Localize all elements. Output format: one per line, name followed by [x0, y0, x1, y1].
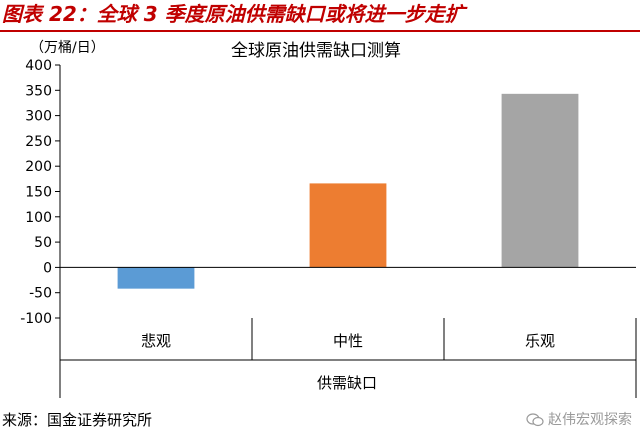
y-tick-label: 200: [25, 159, 52, 175]
bar-chart: （万桶/日） 全球原油供需缺口测算 -100 -50 0 50 100 150 200 250…: [20, 40, 637, 398]
chart-title: 全球原油供需缺口测算: [231, 41, 401, 61]
x-axis-label: 供需缺口: [317, 374, 377, 392]
bars: [117, 93, 579, 289]
y-tick-label: -50: [29, 286, 52, 302]
title-rule: [0, 30, 640, 32]
watermark: 赵伟宏观探索: [526, 406, 632, 434]
y-tick-label: 350: [25, 83, 52, 99]
x-tick-label: 乐观: [525, 332, 555, 350]
y-tick-label: 400: [25, 58, 52, 74]
watermark-text: 赵伟宏观探索: [548, 412, 632, 428]
y-tick-label: 250: [25, 134, 52, 150]
source-note: 来源：国金证券研究所: [2, 411, 153, 429]
y-tick-label: 50: [34, 235, 52, 251]
x-tick-label: 悲观: [141, 332, 171, 350]
figure-title: 图表 22：全球 3 季度原油供需缺口或将进一步走扩: [2, 2, 465, 26]
bar-2: [309, 183, 387, 268]
y-tick-label: -100: [20, 311, 52, 327]
y-unit-label: （万桶/日）: [30, 40, 105, 56]
y-axis: -100 -50 0 50 100 150 200 250 300 350 400: [20, 58, 61, 327]
y-tick-label: 150: [25, 185, 52, 201]
bar-3: [501, 93, 579, 268]
footer: 来源：国金证券研究所 赵伟宏观探索: [0, 406, 640, 434]
y-tick-label: 300: [25, 109, 52, 125]
y-tick-label: 100: [25, 210, 52, 226]
x-tick-label: 中性: [333, 332, 363, 350]
bar-1: [117, 267, 195, 289]
y-tick-label: 0: [43, 260, 52, 276]
x-axis: 悲观 中性 乐观: [59, 266, 637, 398]
wechat-icon: [526, 413, 544, 427]
